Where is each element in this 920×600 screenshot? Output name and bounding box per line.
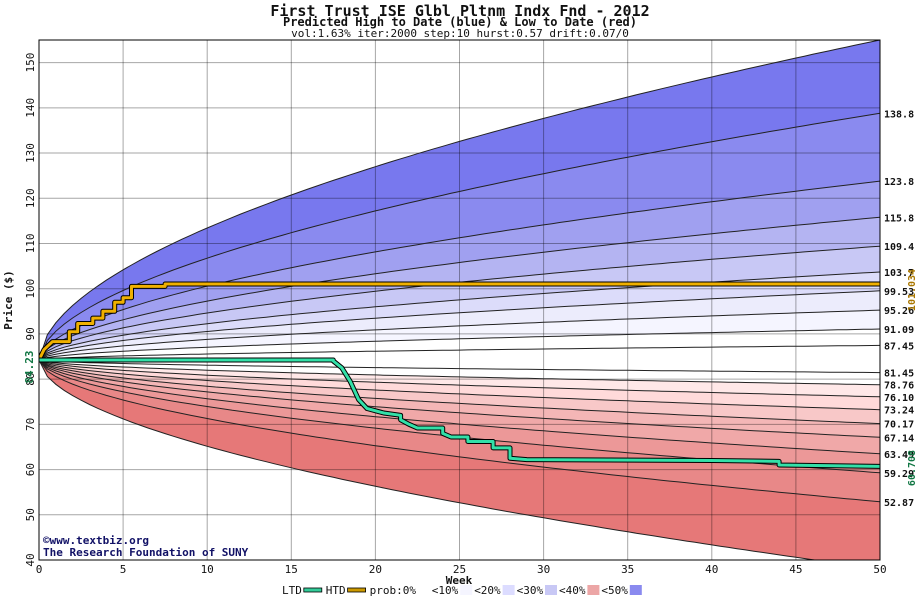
right-label: 67.14 [884, 433, 914, 444]
legend-swatch [502, 585, 515, 595]
band-line [39, 216, 880, 361]
band-line [39, 359, 880, 455]
legend: LTD HTD prob:0% <10% <20% <30% <40% <50% [282, 584, 642, 597]
band-line [39, 112, 880, 361]
plot-frame [38, 39, 881, 561]
high-band-1 [39, 345, 880, 360]
right-label: 99.53 [884, 287, 914, 298]
legend-swatch [629, 585, 642, 595]
chart-params: vol:1.63% iter:2000 step:10 hurst:0.57 d… [291, 27, 629, 40]
x-axis-label: Week [446, 574, 473, 587]
x-tick-label: 30 [537, 563, 550, 576]
x-tick-label: 5 [120, 563, 127, 576]
y-tick-label: 100 [24, 279, 37, 299]
right-label: 115.8 [884, 213, 914, 224]
x-tick-label: 40 [705, 563, 718, 576]
right-label: 123.8 [884, 177, 914, 188]
legend-label: <50% [601, 584, 628, 597]
x-tick-label: 10 [201, 563, 214, 576]
ltd-final-label: 60.708 [907, 450, 918, 486]
band-line [39, 344, 880, 361]
y-tick-label: 40 [24, 553, 37, 566]
htd-line [39, 282, 880, 361]
chart-title: First Trust ISE Glbl Pltnm Indx Fnd - 20… [270, 2, 650, 20]
y-tick-label: 90 [24, 327, 37, 340]
ltd-line [39, 358, 880, 468]
band-line [39, 180, 880, 361]
right-label: 52.87 [884, 498, 914, 509]
right-label: 81.45 [884, 369, 914, 380]
right-label: 91.09 [884, 325, 914, 336]
band-line [39, 328, 880, 361]
band-line [39, 359, 880, 398]
x-tick-label: 35 [621, 563, 634, 576]
legend-label: prob:0% [370, 584, 417, 597]
y-tick-label: 150 [24, 53, 37, 73]
legend-label: <20% [474, 584, 501, 597]
band-line [39, 359, 880, 374]
band-line [39, 290, 880, 361]
legend-label: <10% [432, 584, 459, 597]
y-tick-label: 140 [24, 98, 37, 118]
band-line [39, 359, 880, 411]
x-tick-label: 50 [873, 563, 886, 576]
series-lines [39, 281, 880, 469]
band-line [39, 271, 880, 361]
y-tick-label: 80 [24, 373, 37, 386]
y-tick-label: 70 [24, 418, 37, 431]
right-label: 59.29 [884, 469, 914, 480]
right-label: 78.76 [884, 381, 914, 392]
band-line [39, 309, 880, 361]
legend-label: <30% [517, 584, 544, 597]
right-label: 103.7 [884, 268, 914, 279]
x-tick-label: 20 [369, 563, 382, 576]
right-label: 138.8 [884, 109, 914, 120]
legend-line-swatch [303, 587, 323, 593]
band-line [39, 359, 880, 438]
legend-swatch [417, 585, 430, 595]
right-label: 95.26 [884, 306, 914, 317]
right-label: 63.49 [884, 450, 914, 461]
y-tick-label: 50 [24, 508, 37, 521]
legend-swatch [460, 585, 473, 595]
htd-final-label: 101.034 [907, 269, 918, 311]
band-line [39, 40, 880, 361]
y-tick-label: 120 [24, 188, 37, 208]
y-tick-label: 110 [24, 234, 37, 254]
x-tick-label: 45 [789, 563, 802, 576]
x-tick-label: 0 [36, 563, 43, 576]
right-label: 87.45 [884, 341, 914, 352]
right-label: 70.17 [884, 420, 914, 431]
low-band-1 [39, 360, 880, 373]
legend-label: LTD [282, 584, 302, 597]
y-tick-label: 130 [24, 143, 37, 163]
chart-subtitle: Predicted High to Date (blue) & Low to D… [282, 15, 637, 29]
watermark-org: The Research Foundation of SUNY [43, 546, 249, 559]
right-label: 73.24 [884, 406, 914, 417]
band-line [39, 359, 880, 386]
y-tick-label: 60 [24, 463, 37, 476]
right-label: 76.10 [884, 393, 914, 404]
legend-label: <40% [559, 584, 586, 597]
y-axis-ticks: 40 50 60 70 80 90 100 110 120 130 140 150 [24, 53, 37, 567]
right-edge-labels: 87.45 91.09 95.26 99.53 103.7 109.4 115.8 123.8… [884, 109, 914, 509]
right-label: 109.4 [884, 242, 914, 253]
start-price-label: 84.23 [23, 350, 36, 383]
band-line [39, 359, 880, 503]
x-axis-ticks: 0 5 10 15 20 25 30 35 40 45 50 [36, 563, 887, 576]
watermark-url: ©www.textbiz.org [43, 534, 149, 547]
legend-label: HTD [326, 584, 346, 597]
x-tick-label: 15 [285, 563, 298, 576]
x-tick-label: 25 [453, 563, 466, 576]
legend-line-swatch [347, 587, 367, 593]
y-axis-label: Price ($) [2, 270, 15, 330]
band-line [39, 359, 819, 560]
legend-swatch [545, 585, 557, 595]
legend-swatch [587, 585, 600, 595]
band-line [39, 359, 880, 425]
